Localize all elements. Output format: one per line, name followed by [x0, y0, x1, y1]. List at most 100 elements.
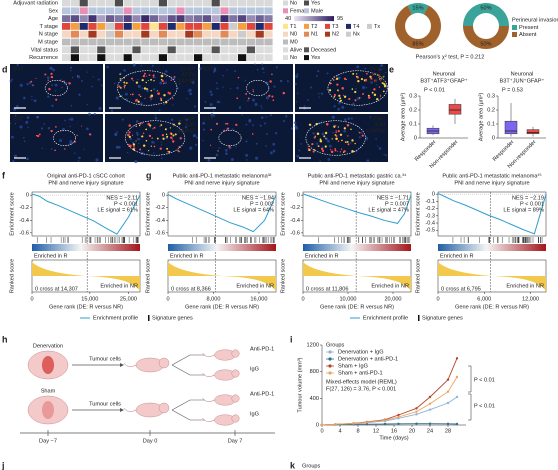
heatmap-cell [123, 46, 132, 54]
signal [161, 133, 165, 137]
nerve-outline [44, 80, 68, 96]
nucleus [236, 86, 239, 90]
nucleus [215, 82, 218, 84]
heatmap-cell [158, 54, 167, 61]
signal [323, 135, 326, 138]
heatmap-cell [238, 7, 247, 15]
heatmap-cell [70, 0, 79, 7]
y-axis-label: Tumour volume (mm³) [297, 357, 303, 412]
signal [282, 91, 286, 95]
heatmap-cell [238, 30, 247, 38]
growth-point [397, 415, 400, 419]
growth-point [352, 422, 355, 425]
signal [351, 150, 354, 153]
nucleus [61, 127, 66, 131]
signal [247, 97, 250, 100]
heatmap-cell [194, 30, 203, 38]
heatmap-cell [79, 0, 88, 7]
heatmap-cell [202, 30, 211, 38]
nucleus [235, 145, 237, 148]
growth-point [446, 390, 450, 393]
micrograph [295, 114, 388, 162]
x-tick-label: 28 [445, 428, 451, 434]
signal [35, 77, 37, 79]
branch [171, 354, 205, 376]
heatmap-cell [176, 54, 185, 61]
stain-label: GFAP [180, 116, 195, 122]
growth-line [321, 423, 458, 426]
nucleus [33, 99, 37, 103]
nucleus [9, 80, 12, 83]
heatmap-cell [79, 23, 88, 30]
nucleus [91, 85, 94, 88]
signal [54, 149, 56, 152]
signal [123, 81, 126, 84]
stat-text: NES = −1.71 [377, 195, 409, 201]
stain-label: GAP43 [177, 128, 195, 134]
heatmap-cell [150, 38, 159, 46]
signal [346, 123, 350, 127]
signal [330, 82, 332, 85]
nucleus [59, 139, 63, 143]
signal [144, 97, 146, 100]
signal [313, 136, 316, 139]
nucleus [229, 87, 232, 90]
nucleus [370, 80, 373, 84]
nucleus [160, 141, 162, 143]
signal [145, 81, 147, 84]
row-label: Recurrence [29, 55, 58, 61]
nucleus [189, 92, 192, 96]
plot-frame [31, 191, 141, 237]
nucleus [116, 131, 119, 133]
stain-label: GAP43 [177, 78, 195, 84]
signal [153, 126, 156, 129]
mouse-head [158, 402, 170, 414]
signal [339, 133, 343, 137]
nucleus [358, 136, 361, 139]
nucleus [264, 122, 267, 125]
nucleus [186, 97, 188, 100]
heatmap-cell [150, 46, 159, 54]
nucleus [114, 134, 117, 137]
nucleus [294, 82, 297, 86]
legend-label: T4 [353, 24, 360, 30]
nucleus [125, 98, 128, 101]
nucleus [202, 128, 206, 131]
signal [361, 134, 364, 137]
nucleus [254, 63, 256, 65]
box [448, 104, 462, 115]
y-tick-label: 0 [414, 135, 417, 141]
nucleus [231, 128, 234, 131]
signal [38, 133, 41, 136]
heatmap-cell [176, 23, 185, 30]
nucleus [315, 74, 318, 77]
signal [167, 91, 170, 94]
nucleus [123, 69, 126, 72]
heatmap-cell [211, 54, 220, 61]
signal [146, 88, 148, 90]
signal [135, 140, 137, 142]
nucleus [80, 79, 83, 82]
nucleus [74, 152, 76, 154]
nucleus [126, 151, 129, 154]
nucleus [298, 149, 301, 152]
nucleus [11, 135, 14, 139]
nucleus [137, 84, 141, 89]
annotation: 0 cross at 14,307 [35, 286, 78, 292]
nerve-outline [218, 130, 242, 146]
signal [217, 150, 219, 152]
nucleus [160, 144, 163, 146]
nucleus [293, 121, 297, 125]
heatmap-cell [211, 46, 220, 54]
y-axis-label: Average area (µm²) [400, 93, 406, 142]
legend-bar [418, 315, 420, 321]
signal [343, 95, 347, 98]
signal [272, 99, 275, 102]
signal [44, 73, 47, 76]
nucleus [68, 118, 71, 121]
signal [251, 133, 254, 135]
signal [157, 90, 159, 92]
heatmap-cell [106, 38, 115, 46]
signal [168, 151, 171, 153]
heatmap-cell [132, 54, 141, 61]
